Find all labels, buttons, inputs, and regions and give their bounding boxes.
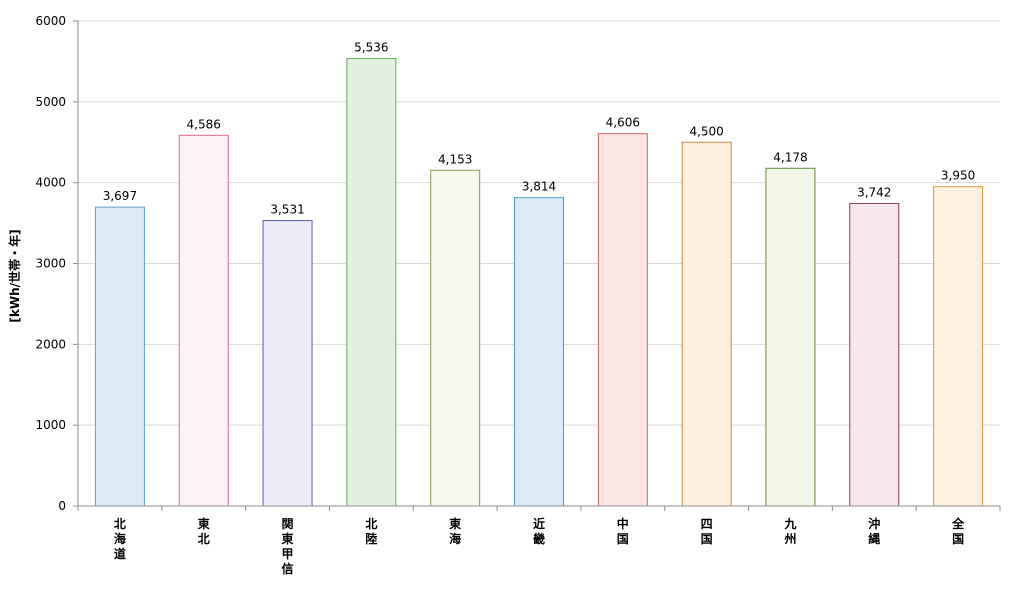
category-label: 東海 [449,516,461,546]
y-tick-label: 6000 [35,14,66,28]
data-label: 3,697 [103,189,137,203]
data-label: 4,606 [606,116,640,130]
category-label: 近畿 [533,516,545,546]
bar [178,134,229,507]
bar [765,167,816,507]
category-labels: 北海道 東北 関東甲信 北陸 東海 近畿 中国 四国 九州 沖縄 全国 [114,516,965,576]
bar [262,220,313,507]
y-tick-label: 1000 [35,418,66,432]
y-tick-labels: 0 1000 2000 3000 4000 5000 6000 [35,14,78,513]
bar [94,206,145,507]
data-label: 3,531 [270,203,304,217]
category-label: 九州 [783,516,796,546]
category-label: 四国 [701,517,713,546]
y-tick-label: 3000 [35,257,66,271]
bar [430,169,481,507]
data-label: 4,178 [773,150,807,164]
bars [94,58,984,507]
data-label: 3,950 [941,169,975,183]
bar [681,141,732,507]
bar [514,197,564,507]
category-label: 沖縄 [868,516,880,546]
data-label: 3,814 [522,180,556,194]
category-label: 北陸 [365,516,377,546]
bar [933,186,984,507]
y-tick-label: 5000 [35,95,66,109]
data-label: 4,586 [187,117,221,131]
bar [597,133,648,507]
data-label: 3,742 [857,186,891,200]
y-tick-label: 2000 [35,337,66,351]
bar [346,58,397,507]
category-label: 関東甲信 [282,517,294,576]
bar [849,203,900,507]
data-labels: 3,697 4,586 3,531 5,536 4,153 3,814 4,606 4,500… [103,41,976,217]
y-tick-label: 4000 [35,176,66,190]
data-label: 5,536 [354,41,388,55]
category-label: 全国 [951,516,965,546]
data-label: 4,153 [438,152,472,166]
y-axis-title: [kWh/世帯・年] [7,229,22,322]
y-tick-label: 0 [58,499,66,513]
category-label: 中国 [617,516,629,546]
data-label: 4,500 [689,124,723,138]
category-label: 北海道 [114,516,126,561]
category-label: 東北 [198,516,210,546]
